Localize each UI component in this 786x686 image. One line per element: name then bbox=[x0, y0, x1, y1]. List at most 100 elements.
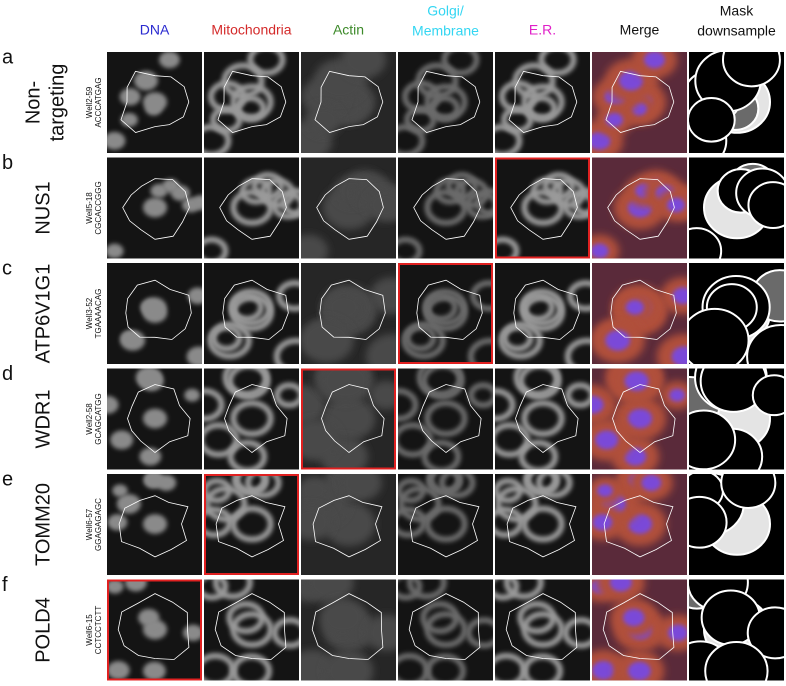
cell-ring bbox=[465, 190, 493, 220]
sequence: GGAGAGAGC bbox=[94, 498, 103, 551]
cell-ring bbox=[221, 62, 265, 99]
cell-ring bbox=[467, 337, 493, 364]
mask-region bbox=[747, 181, 784, 229]
cell-body bbox=[301, 476, 331, 505]
image-panel bbox=[689, 368, 784, 470]
row-letter: a bbox=[2, 46, 14, 68]
cell-body bbox=[340, 52, 387, 79]
cell-outline bbox=[603, 495, 674, 558]
cell-outline bbox=[125, 279, 192, 340]
image-panel bbox=[204, 474, 299, 575]
gene-name: Non- bbox=[22, 81, 44, 124]
cell-ring bbox=[468, 382, 493, 409]
cell-body bbox=[323, 650, 374, 681]
nucleus bbox=[107, 395, 119, 414]
nucleus bbox=[597, 484, 613, 497]
image-panel bbox=[204, 579, 299, 681]
row-letter: d bbox=[2, 363, 13, 385]
cell-outline bbox=[314, 70, 384, 133]
image-panel bbox=[592, 368, 687, 470]
cell-ring bbox=[230, 189, 274, 226]
sequence: GCAGCATGG bbox=[94, 393, 103, 444]
cell-ring bbox=[230, 505, 274, 543]
image-panel bbox=[301, 474, 396, 575]
cell-body bbox=[301, 504, 334, 541]
gene-name: NUS1 bbox=[32, 181, 54, 234]
image-panel bbox=[204, 52, 299, 153]
cell-ring bbox=[498, 321, 543, 360]
gene-label: Non-targeting bbox=[22, 64, 68, 142]
cell-outline bbox=[505, 593, 578, 660]
cell-ring bbox=[562, 190, 590, 220]
cell-ring bbox=[204, 123, 232, 153]
cell-outline bbox=[515, 384, 579, 454]
cell-ring bbox=[404, 105, 437, 134]
cell-ring bbox=[204, 579, 229, 601]
nucleus bbox=[619, 70, 644, 91]
nucleus bbox=[119, 88, 141, 106]
mask-region bbox=[720, 474, 777, 509]
cell-outline bbox=[127, 384, 191, 454]
cell-ring bbox=[517, 601, 557, 635]
image-panel bbox=[592, 52, 687, 153]
image-panel bbox=[107, 474, 202, 575]
image-panel bbox=[592, 157, 687, 259]
nucleus bbox=[605, 330, 631, 351]
cell-ring bbox=[204, 506, 233, 538]
cell-outline bbox=[319, 279, 386, 340]
gene-name: ATP6V1G1 bbox=[32, 264, 54, 364]
image-panel bbox=[592, 579, 687, 681]
cell-body bbox=[301, 418, 341, 461]
cell-ring bbox=[521, 400, 565, 437]
cell-body bbox=[319, 368, 372, 404]
cell-body bbox=[319, 598, 367, 637]
nucleus bbox=[184, 388, 200, 402]
nucleus bbox=[140, 299, 159, 315]
image-panel bbox=[689, 474, 784, 575]
image-panel bbox=[592, 263, 687, 364]
cell-ring bbox=[441, 52, 480, 77]
image-panel bbox=[398, 368, 493, 470]
mask-region bbox=[689, 409, 737, 470]
cell-ring bbox=[565, 382, 590, 409]
sequence: CCTCCTCTT bbox=[94, 606, 103, 655]
cell-ring bbox=[421, 439, 462, 470]
cell-ring bbox=[424, 505, 468, 543]
cell-ring bbox=[495, 579, 520, 601]
cell-ring bbox=[271, 617, 299, 649]
cell-ring bbox=[401, 321, 446, 360]
cell-ring bbox=[495, 236, 520, 259]
nucleus bbox=[156, 474, 177, 491]
mask-region bbox=[689, 495, 728, 549]
cell-outline bbox=[217, 70, 287, 133]
nucleus bbox=[672, 287, 687, 305]
image-panel bbox=[107, 263, 202, 364]
cell-ring bbox=[538, 52, 577, 77]
gene-label: NUS1 bbox=[32, 181, 54, 234]
sequence: ACCCATGAG bbox=[94, 77, 103, 127]
column-header: E.R. bbox=[529, 22, 556, 38]
cell-ring bbox=[212, 579, 253, 600]
nucleus bbox=[669, 388, 685, 402]
nucleus bbox=[107, 243, 124, 259]
image-panel bbox=[301, 368, 396, 470]
image-panel bbox=[398, 157, 493, 259]
cell-body bbox=[365, 188, 396, 222]
nucleus bbox=[592, 514, 613, 531]
nucleus bbox=[120, 330, 146, 351]
cell-outline bbox=[506, 495, 577, 558]
cell-ring bbox=[204, 236, 229, 259]
cell-outline bbox=[409, 495, 480, 558]
cell-ring bbox=[495, 123, 523, 153]
cell-ring bbox=[244, 474, 282, 499]
nucleus bbox=[592, 131, 611, 150]
cell-outline bbox=[416, 279, 483, 340]
nucleus bbox=[142, 408, 168, 429]
cell-outline bbox=[224, 384, 288, 454]
cell-ring bbox=[276, 279, 299, 312]
cell-ring bbox=[521, 653, 564, 681]
nucleus bbox=[627, 661, 651, 681]
image-panel bbox=[301, 52, 396, 153]
cell-body bbox=[323, 290, 364, 325]
nucleus bbox=[592, 243, 609, 259]
